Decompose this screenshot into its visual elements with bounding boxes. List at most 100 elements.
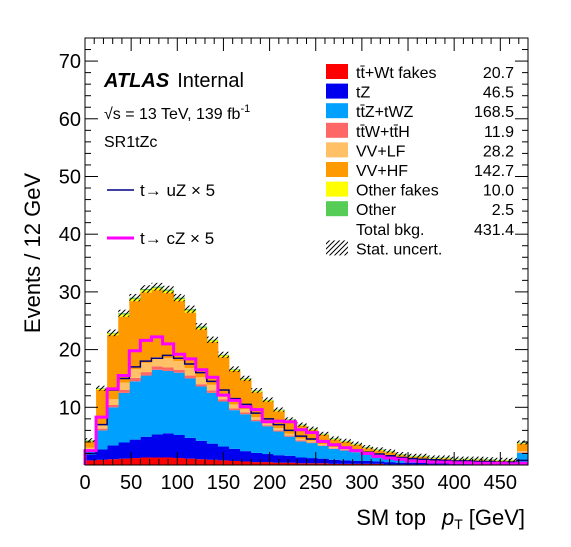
signal-line-0 bbox=[84, 354, 528, 465]
bar bbox=[151, 366, 163, 370]
bar bbox=[317, 458, 330, 464]
bar bbox=[306, 429, 318, 441]
y-axis: 10 20 30 40 50 60 70 bbox=[59, 37, 528, 466]
bar bbox=[328, 448, 341, 460]
bar bbox=[85, 447, 97, 450]
bar bbox=[118, 458, 130, 465]
x-tick-label: 200 bbox=[253, 472, 286, 494]
bar bbox=[184, 437, 197, 459]
bar bbox=[140, 362, 152, 373]
bar bbox=[96, 389, 108, 426]
signal-line-1 bbox=[83, 335, 528, 466]
x-tick-label: 150 bbox=[207, 472, 240, 494]
legend-uncertainty-label: Stat. uncert. bbox=[356, 241, 442, 258]
bar bbox=[251, 392, 263, 418]
x-axis-title-main: SM top bbox=[356, 505, 426, 530]
x-tick-label: 50 bbox=[120, 472, 142, 494]
bar bbox=[195, 329, 208, 378]
legend-uncertainty-swatch bbox=[326, 240, 348, 256]
bar bbox=[516, 443, 529, 452]
bar bbox=[395, 455, 407, 458]
x-tick-label: 100 bbox=[161, 472, 194, 494]
bar bbox=[151, 434, 163, 458]
bar bbox=[217, 401, 230, 447]
bar bbox=[372, 455, 385, 462]
legend-label: VV+HF bbox=[356, 163, 408, 180]
bar bbox=[273, 455, 285, 463]
bar bbox=[284, 420, 296, 434]
legend-total: Total bkg. 431.4 bbox=[356, 222, 514, 239]
bar bbox=[406, 462, 418, 465]
bar bbox=[195, 459, 208, 465]
bar bbox=[339, 441, 352, 449]
uncertainty-bin bbox=[516, 440, 528, 445]
bar bbox=[228, 370, 241, 405]
uncertainty-bin bbox=[295, 422, 307, 427]
legend-swatch bbox=[326, 83, 348, 99]
bar bbox=[151, 457, 163, 465]
bar bbox=[217, 357, 230, 395]
bar bbox=[162, 293, 174, 359]
bar bbox=[251, 417, 263, 420]
legend-label: tt̄W+tt̄H bbox=[356, 124, 410, 141]
bar bbox=[85, 441, 97, 448]
uncertainty-bin bbox=[262, 397, 274, 403]
bar bbox=[206, 459, 219, 465]
bar bbox=[306, 458, 318, 464]
bar bbox=[240, 461, 252, 465]
bar bbox=[262, 422, 274, 426]
uncertainty-bin bbox=[195, 323, 207, 330]
uncertainty-bin bbox=[505, 457, 517, 462]
x-tick-label: 0 bbox=[79, 472, 90, 494]
region-label: SR1tZc bbox=[104, 134, 157, 151]
bar bbox=[140, 436, 152, 458]
legend-value: 20.7 bbox=[483, 65, 514, 82]
bar bbox=[162, 370, 174, 434]
bar bbox=[295, 438, 307, 441]
bar bbox=[228, 448, 241, 461]
y-tick-label: 40 bbox=[59, 224, 81, 246]
bar bbox=[317, 463, 330, 465]
legend-swatch bbox=[326, 181, 348, 197]
atlas-label: ATLAS Internal bbox=[103, 70, 244, 92]
legend-value: 28.2 bbox=[483, 143, 514, 160]
bar bbox=[162, 433, 174, 458]
bar bbox=[284, 436, 296, 456]
bar bbox=[96, 425, 108, 429]
bar bbox=[240, 451, 252, 462]
x-axis-title: SM top pT [GeV] bbox=[356, 505, 525, 532]
bar bbox=[361, 463, 374, 465]
bar bbox=[273, 431, 285, 456]
uncertainty-bin bbox=[151, 282, 163, 291]
bar bbox=[206, 342, 219, 385]
bar bbox=[339, 450, 352, 461]
legend-total-label: Total bkg. bbox=[356, 222, 424, 239]
bar bbox=[339, 463, 352, 465]
bar bbox=[140, 457, 152, 465]
bar bbox=[295, 425, 307, 439]
bar bbox=[195, 384, 208, 387]
bar bbox=[306, 442, 318, 444]
legend-value: 46.5 bbox=[483, 85, 514, 102]
legend-item: VV+LF 28.2 bbox=[326, 142, 514, 160]
uncertainty-bin bbox=[472, 456, 484, 461]
bar bbox=[317, 434, 330, 445]
bar bbox=[129, 369, 141, 378]
bar bbox=[118, 392, 130, 443]
bar bbox=[173, 361, 186, 370]
bar bbox=[184, 375, 197, 379]
bar bbox=[118, 316, 130, 383]
legend-swatch bbox=[326, 201, 348, 217]
bar bbox=[284, 435, 296, 437]
bar bbox=[350, 444, 363, 451]
bar bbox=[96, 459, 108, 465]
bar bbox=[118, 389, 130, 393]
bar bbox=[240, 414, 252, 452]
bar bbox=[129, 301, 141, 370]
bar bbox=[516, 452, 529, 463]
bar bbox=[295, 457, 307, 464]
bar bbox=[85, 454, 97, 461]
bar bbox=[273, 428, 285, 431]
bar bbox=[273, 430, 285, 432]
